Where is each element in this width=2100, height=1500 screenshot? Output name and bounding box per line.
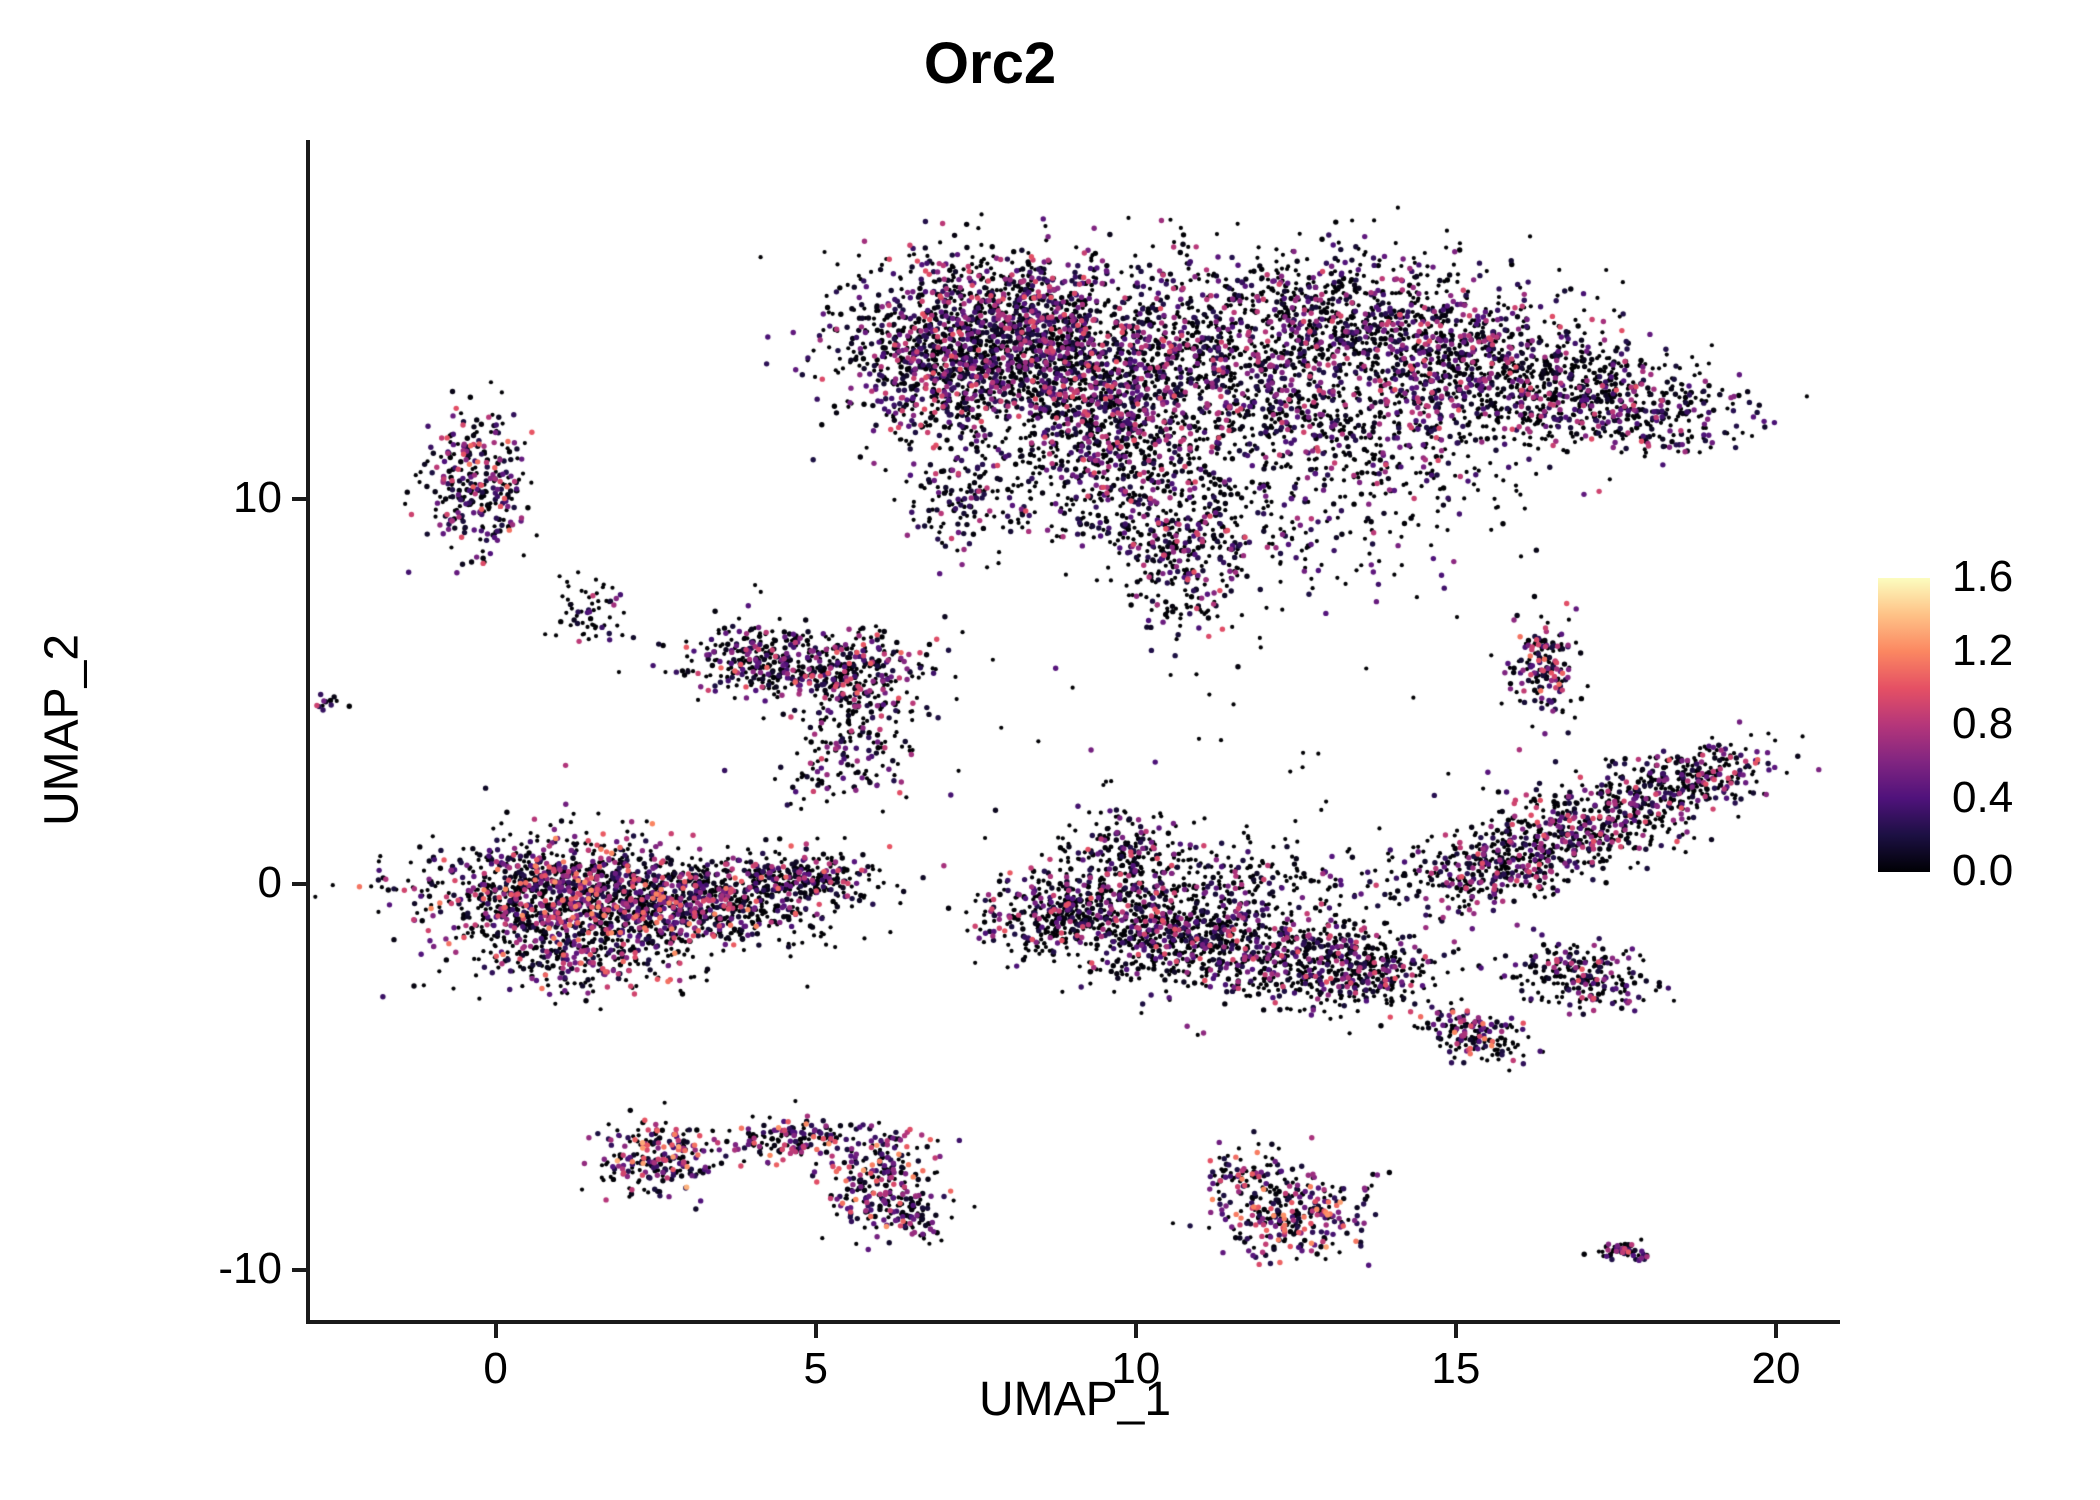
colorbar-tick-label: 0.0 bbox=[1952, 846, 2014, 895]
colorbar bbox=[1878, 578, 1930, 872]
colorbar-tick-label: 0.8 bbox=[1952, 699, 2014, 748]
y-tick-mark bbox=[292, 1267, 306, 1272]
x-tick-mark bbox=[1453, 1324, 1458, 1338]
x-tick-label: 10 bbox=[1111, 1344, 1161, 1393]
y-tick-label: 0 bbox=[257, 858, 282, 908]
x-axis-label: UMAP_1 bbox=[978, 1373, 1172, 1426]
y-axis-label: UMAP_2 bbox=[35, 633, 89, 827]
x-tick-mark bbox=[813, 1324, 818, 1338]
scatter-canvas bbox=[310, 140, 1840, 1320]
x-axis-line bbox=[306, 1320, 1840, 1324]
x-tick-mark bbox=[1133, 1324, 1138, 1338]
x-tick-label: 5 bbox=[803, 1344, 828, 1393]
x-tick-mark bbox=[1773, 1324, 1778, 1338]
y-tick-mark bbox=[292, 496, 306, 501]
x-tick-label: 0 bbox=[483, 1344, 508, 1393]
x-tick-mark bbox=[493, 1324, 498, 1338]
y-tick-label: 10 bbox=[233, 472, 282, 522]
colorbar-tick-label: 1.2 bbox=[1952, 625, 2014, 675]
colorbar-gradient bbox=[1878, 578, 1930, 872]
y-tick-mark bbox=[292, 882, 306, 887]
x-tick-label: 20 bbox=[1751, 1344, 1801, 1393]
x-tick-label: 15 bbox=[1431, 1344, 1481, 1393]
colorbar-tick-label: 0.4 bbox=[1952, 772, 2014, 822]
plot-title: Orc2 bbox=[923, 31, 1057, 96]
colorbar-tick-label: 1.6 bbox=[1952, 552, 2014, 601]
y-tick-label: -10 bbox=[218, 1243, 282, 1293]
y-axis-line bbox=[306, 140, 310, 1324]
